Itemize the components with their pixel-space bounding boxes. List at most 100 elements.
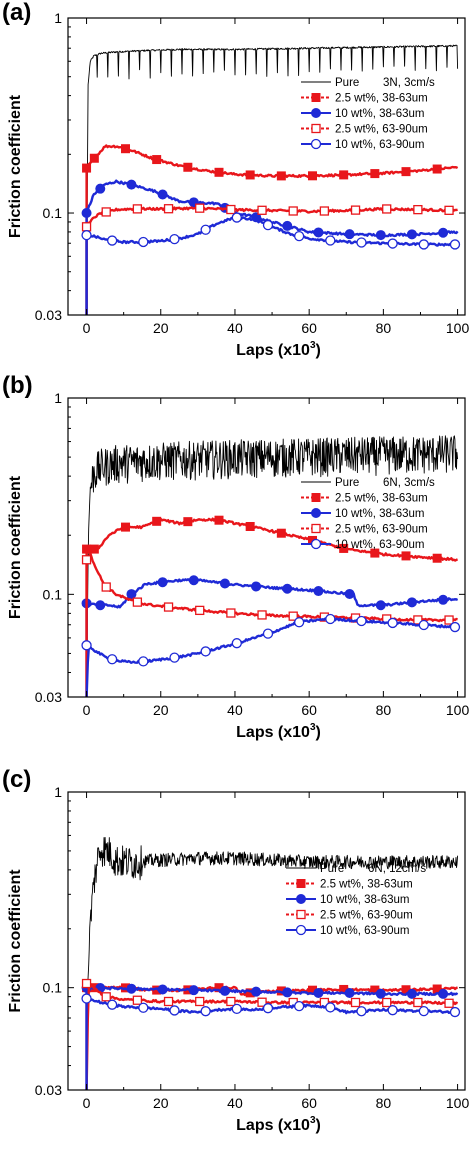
x-tick-label: 20	[153, 320, 169, 336]
chart-panel-3: (c) 0 20 40 60 80 100 0.03 0.1 1 Laps (x103) Fricti…	[2, 766, 469, 1134]
series-line	[86, 836, 459, 1007]
data-point	[282, 583, 293, 594]
x-tick-label: 100	[446, 320, 470, 336]
legend-entry: Pure	[335, 77, 359, 89]
series-2	[82, 515, 459, 697]
data-point	[344, 229, 355, 240]
y-axis-title: Friction coefficient	[7, 94, 24, 238]
data-point	[418, 1005, 429, 1017]
series-5	[81, 212, 461, 315]
x-tick-label: 40	[227, 320, 243, 336]
data-point	[163, 204, 174, 214]
plot-area	[81, 44, 461, 315]
data-point	[413, 615, 423, 625]
data-point	[251, 986, 262, 997]
data-point	[82, 163, 92, 173]
legend-marker	[311, 493, 321, 502]
data-point	[101, 582, 111, 592]
data-point	[81, 993, 92, 1004]
series-line	[85, 144, 459, 315]
series-1	[86, 836, 459, 1007]
data-point	[262, 219, 274, 231]
data-point	[325, 1002, 336, 1013]
series-3	[81, 179, 459, 315]
data-point	[308, 171, 318, 181]
data-point	[132, 995, 143, 1005]
legend-marker	[311, 123, 321, 134]
data-point	[350, 997, 361, 1008]
legend-entry: 2.5 wt%, 38-63um	[320, 879, 413, 891]
data-point	[356, 1006, 367, 1017]
data-point	[195, 203, 205, 213]
data-point	[401, 167, 411, 177]
legend-entry: 10 wt%, 63-90um	[320, 925, 410, 937]
x-axis-title: Laps (x103)	[236, 722, 321, 741]
legend-marker	[311, 108, 321, 118]
data-point	[449, 621, 461, 633]
data-point	[387, 238, 398, 249]
data-point	[276, 171, 286, 181]
legend-entry: 2.5 wt%, 63-90um	[320, 910, 413, 922]
data-point	[387, 617, 398, 629]
data-point	[418, 239, 429, 250]
data-point	[89, 153, 99, 163]
data-point	[219, 578, 230, 589]
data-point	[157, 577, 168, 588]
data-point	[126, 179, 137, 190]
data-point	[444, 205, 454, 215]
series-5	[81, 993, 461, 1090]
data-point	[444, 998, 454, 1008]
data-point	[81, 230, 92, 241]
data-point	[325, 235, 336, 246]
y-tick-label: 0.03	[35, 1082, 62, 1098]
x-tick-label: 100	[446, 702, 470, 718]
data-point	[375, 988, 386, 999]
y-tick-label: 0.1	[43, 586, 63, 602]
x-tick-label: 40	[227, 702, 243, 718]
data-point	[183, 162, 193, 172]
data-point	[257, 997, 267, 1007]
data-point	[138, 236, 149, 248]
x-tick-label: 20	[153, 702, 169, 718]
panel-label: (b)	[2, 372, 33, 399]
series-3	[81, 982, 459, 1090]
legend-title: 3N, 3cm/s	[383, 77, 435, 89]
data-point	[413, 204, 423, 215]
data-point	[449, 1006, 461, 1018]
series-line	[85, 179, 459, 315]
y-tick-label: 1	[54, 10, 62, 26]
data-point	[406, 988, 417, 999]
data-point	[81, 978, 92, 989]
data-point	[344, 588, 355, 599]
data-point	[370, 548, 380, 558]
data-point	[226, 996, 236, 1007]
plot-area	[81, 435, 461, 697]
data-point	[406, 229, 417, 240]
data-point	[438, 988, 449, 999]
data-point	[157, 984, 168, 995]
data-point	[152, 516, 162, 526]
axes-frame	[67, 17, 466, 316]
data-point	[413, 997, 423, 1008]
legend-entry: 10 wt%, 63-90um	[335, 539, 425, 551]
x-tick-label: 60	[301, 702, 317, 718]
data-point	[188, 575, 199, 586]
series-line	[86, 435, 459, 697]
data-point	[245, 170, 255, 180]
data-point	[231, 638, 242, 649]
legend-marker	[310, 538, 322, 550]
legend-entry: Pure	[320, 863, 344, 875]
data-point	[257, 610, 267, 620]
y-tick-label: 0.03	[35, 307, 62, 323]
data-point	[350, 205, 361, 215]
x-tick-label: 80	[376, 1095, 392, 1111]
legend-marker	[311, 508, 321, 518]
plot-area	[81, 836, 461, 1090]
data-point	[132, 204, 143, 214]
legend-title: 6N, 12cm/s	[368, 863, 426, 875]
data-point	[375, 230, 386, 241]
series-line	[85, 215, 459, 315]
y-tick-label: 1	[54, 784, 62, 800]
data-point	[382, 204, 392, 214]
data-point	[195, 996, 205, 1007]
